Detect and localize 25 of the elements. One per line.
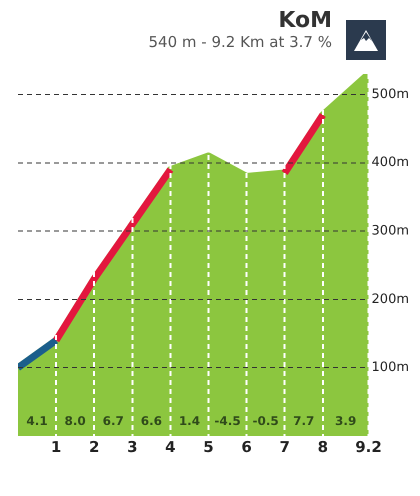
annotation: 3.9 [335, 414, 356, 428]
annotation: -4.5 [214, 414, 241, 428]
x-tick-label: 3 [127, 438, 138, 456]
y-tick-label: 500m [372, 86, 410, 102]
chart-title: KoM [277, 8, 332, 33]
annotation: 1.4 [178, 414, 200, 428]
y-tick-label: 100m [372, 360, 410, 376]
x-tick-label: 6 [241, 438, 252, 456]
x-tick-label: 4 [165, 438, 176, 456]
x-tick-label: 1 [50, 438, 62, 456]
y-tick-label: 200m [372, 292, 410, 307]
y-tick-label: 300m [372, 223, 410, 238]
x-tick-label: 9.2 [355, 438, 382, 456]
annotation: 8.0 [64, 414, 86, 428]
annotation: 4.1 [26, 414, 48, 428]
x-tick-label: 5 [203, 438, 214, 456]
annotation: -0.5 [252, 414, 279, 428]
annotation: 6.7 [102, 414, 124, 428]
y-tick-label: 400m [372, 155, 410, 170]
annotation: 7.7 [293, 414, 314, 428]
x-tick-label: 8 [318, 438, 328, 456]
annotation: 6.6 [140, 414, 162, 428]
chart-subtitle: 540 m - 9.2 Km at 3.7 % [148, 33, 332, 51]
x-tick-label: 2 [88, 438, 100, 456]
x-tick-label: 7 [279, 438, 290, 456]
